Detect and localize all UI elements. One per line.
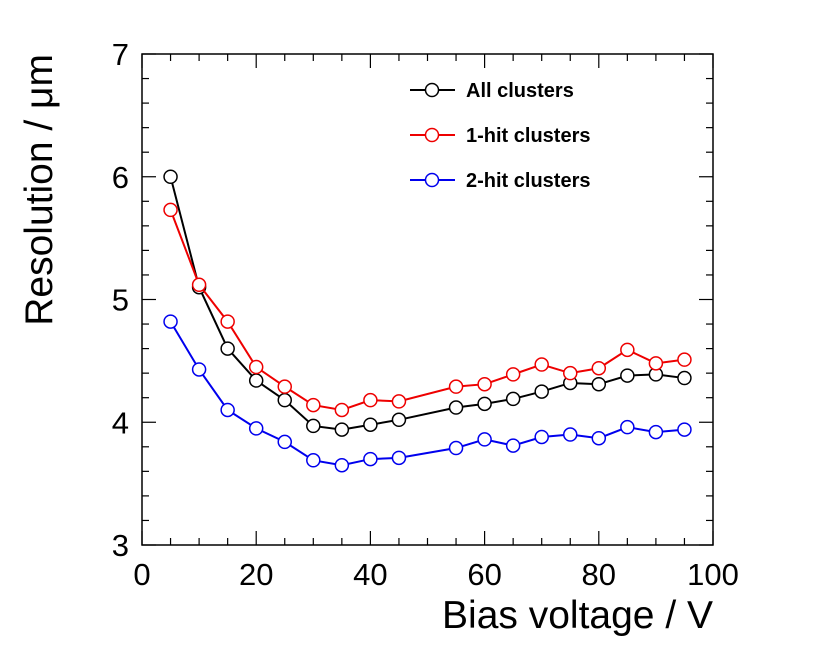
data-point <box>448 379 464 394</box>
data-point <box>563 427 578 442</box>
series-line <box>169 176 685 431</box>
data-point <box>277 379 292 394</box>
data-point <box>306 453 321 468</box>
data-point <box>191 362 207 377</box>
legend-item: All clusters <box>410 80 574 102</box>
data-point <box>620 368 635 383</box>
series-2 <box>163 202 692 418</box>
data-point <box>248 359 264 375</box>
data-point <box>163 314 178 329</box>
data-point <box>220 314 235 329</box>
data-point <box>334 422 350 437</box>
data-point <box>363 392 378 408</box>
data-point <box>534 384 549 399</box>
series-layer <box>163 169 692 473</box>
data-point <box>448 440 464 456</box>
data-point <box>163 202 178 218</box>
legend-marker <box>424 172 440 188</box>
data-point <box>534 357 549 372</box>
y-tick-label: 3 <box>112 528 129 563</box>
data-point <box>163 169 178 184</box>
legend-item: 1-hit clusters <box>410 125 590 147</box>
x-tick-label: 60 <box>467 557 501 592</box>
data-point <box>191 277 207 293</box>
axis-ticks <box>141 53 714 546</box>
data-point <box>306 418 321 434</box>
data-point <box>620 342 635 358</box>
data-point <box>248 373 264 388</box>
y-tick-label: 6 <box>112 160 129 195</box>
data-point <box>391 412 407 428</box>
legend-label: All clusters <box>466 80 574 102</box>
series-1 <box>163 169 692 437</box>
x-tick-label: 40 <box>353 557 387 592</box>
y-tick-label: 4 <box>112 405 129 440</box>
data-point <box>648 356 664 371</box>
x-tick-label: 0 <box>133 557 150 592</box>
data-point <box>391 450 407 466</box>
legend-label: 1-hit clusters <box>466 125 590 147</box>
data-point <box>591 360 607 376</box>
data-point <box>363 451 378 467</box>
legend-item: 2-hit clusters <box>410 170 590 192</box>
axis-tick-labels: 0 20 40 60 80 100 3 4 5 6 7 <box>112 37 739 592</box>
data-point <box>534 429 549 445</box>
data-point <box>591 376 607 392</box>
data-point <box>277 434 292 450</box>
y-axis-title: Resolution / μm <box>18 54 61 326</box>
legend-marker <box>424 82 440 98</box>
data-point <box>248 421 264 436</box>
data-point <box>505 391 521 407</box>
series-3 <box>163 314 692 473</box>
data-point <box>563 365 578 381</box>
data-point <box>220 402 235 418</box>
data-point <box>591 430 607 446</box>
y-tick-label: 5 <box>112 283 129 318</box>
x-tick-label: 20 <box>239 557 273 592</box>
plot-frame <box>141 53 714 546</box>
data-point <box>391 394 407 409</box>
y-tick-label: 7 <box>112 37 129 72</box>
data-point <box>620 419 635 435</box>
data-point <box>220 341 235 356</box>
data-point <box>505 438 521 453</box>
series-line <box>169 209 685 412</box>
data-point <box>477 432 492 447</box>
data-point <box>505 367 521 382</box>
data-point <box>677 352 692 367</box>
data-point <box>677 370 692 386</box>
legend-label: 2-hit clusters <box>466 170 590 192</box>
data-point <box>334 457 350 473</box>
data-point <box>477 376 492 392</box>
x-tick-label: 80 <box>582 557 616 592</box>
data-point <box>306 397 321 413</box>
data-point <box>277 392 292 408</box>
data-point <box>448 400 464 415</box>
data-point <box>477 396 492 412</box>
data-point <box>677 422 692 437</box>
x-axis-title: Bias voltage / V <box>442 594 713 637</box>
data-point <box>363 417 378 432</box>
data-point <box>648 424 664 440</box>
legend-marker <box>424 127 440 143</box>
legend: All clusters 1-hit clusters 2-hit clusters <box>410 80 590 192</box>
x-tick-label: 100 <box>687 557 739 592</box>
data-point <box>334 402 350 418</box>
